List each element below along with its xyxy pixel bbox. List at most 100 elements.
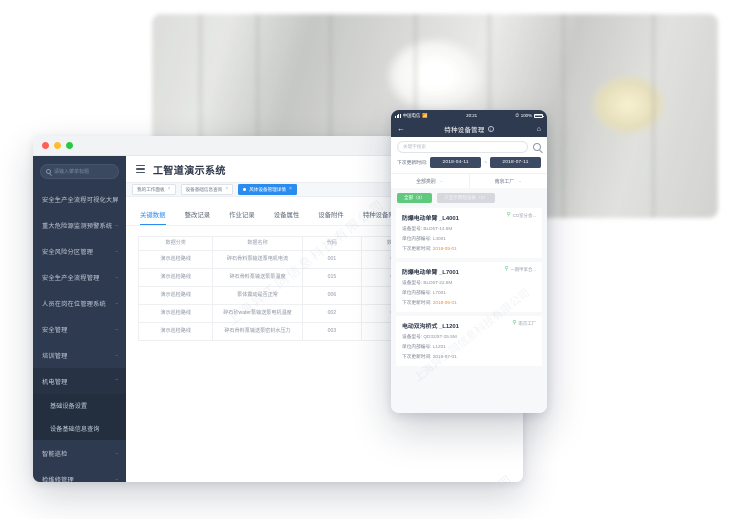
chevron-down-icon: ⌄ xyxy=(439,178,444,183)
date-to-field[interactable]: 2018-07-11 xyxy=(490,157,542,168)
device-list[interactable]: 防爆电动单臂 _L4001 ⚲ CO室分会... 设备型号: BLD5T-14.… xyxy=(391,208,547,413)
tab-my-workbench[interactable]: 我的工作面板 × xyxy=(132,184,176,195)
sidebar-item-production-process[interactable]: 安全生产全流程管理 ⌄ xyxy=(33,264,126,290)
mobile-filter-row: 全部类别 ⌄ 南京工厂 ⌄ xyxy=(391,173,547,188)
chevron-down-icon: ⌄ xyxy=(114,300,119,306)
search-placeholder: 关键字搜索 xyxy=(403,144,426,149)
device-model-row: 设备型号: BLD5T-14.5M xyxy=(402,226,536,232)
sidebar-subitem-device-info-query[interactable]: 设备基础信息查询 xyxy=(33,417,126,440)
category-select[interactable]: 全部类别 ⌄ xyxy=(391,174,469,188)
sidebar-item-electromechanical[interactable]: 机电管理 ⌃ xyxy=(33,368,126,394)
tab-key-data[interactable]: 关键数据 xyxy=(140,210,166,225)
cell-name: 碎石骨料泵输送泵电机电流 xyxy=(212,250,303,270)
sidebar-item-label: 人员在岗在位管理系统 xyxy=(42,300,106,308)
tab-label: 风体设备管理详情 xyxy=(249,186,286,192)
cell-code: 001 xyxy=(301,250,363,270)
search-icon[interactable] xyxy=(533,143,541,151)
close-icon[interactable]: × xyxy=(167,186,171,192)
sidebar-item-maintenance[interactable]: 检维修管理 ⌄ xyxy=(33,466,126,483)
mobile-toggle-row: 全部（3） 只显示需检设备（2） xyxy=(391,188,547,208)
tab-rectification-records[interactable]: 整改记录 xyxy=(184,212,211,219)
minimize-icon[interactable] xyxy=(54,142,61,149)
cell-code: 003 xyxy=(301,322,363,342)
device-innerno-row: 单位内部编号: L7001 xyxy=(402,290,536,296)
sidebar-item-risk-zone[interactable]: 安全风险分区管理 ⌄ xyxy=(33,238,126,264)
sidebar-item-smart-inspection[interactable]: 智能巡检 ⌄ xyxy=(33,440,126,466)
info-icon[interactable]: i xyxy=(487,126,494,132)
hamburger-menu-icon[interactable] xyxy=(136,164,145,174)
device-innerno-row: 单位内部编号: L1201 xyxy=(402,344,536,350)
device-nextupdate-row: 下次更新时间: 2018-07-01 xyxy=(402,354,536,360)
tab-operation-records[interactable]: 作业记录 xyxy=(229,212,255,219)
chevron-down-icon: ⌄ xyxy=(114,274,119,280)
battery-icon xyxy=(533,113,544,118)
list-item[interactable]: 防爆电动单臂 _L4001 ⚲ CO室分会... 设备型号: BLD5T-14.… xyxy=(396,208,542,258)
device-title: 电动双沟桥式 _L1201 xyxy=(402,324,459,330)
sidebar-item-label: 安全管理 xyxy=(42,326,68,334)
sidebar-nav: 安全生产全流程可视化大屏 重大危险源监测预警系统 ⌄ 安全风险分区管理 ⌄ 安全… xyxy=(33,186,126,482)
device-model-value: QD32/5T-25.5M xyxy=(423,334,457,339)
back-arrow-icon[interactable]: ← xyxy=(397,124,405,133)
close-icon[interactable]: × xyxy=(288,186,292,192)
sidebar-item-label: 安全风险分区管理 xyxy=(42,248,94,256)
device-innerno-value: L4001 xyxy=(432,236,446,241)
location-pin-icon: ⚲ xyxy=(504,266,509,273)
mobile-navbar: ← 特种设备管理 i ⌂ xyxy=(391,121,547,137)
sidebar-submenu: 基础设备设置 设备基础信息查询 xyxy=(33,394,126,440)
field-label-next-update: 下次更新时间: xyxy=(402,246,432,251)
close-icon[interactable]: × xyxy=(225,186,229,192)
close-icon[interactable] xyxy=(42,142,49,149)
location-label: 一期甲苯合... xyxy=(510,267,536,272)
cell-name: 泵体震动是否正常 xyxy=(212,286,303,306)
tab-device-attributes[interactable]: 设备属性 xyxy=(273,212,300,219)
field-label-model: 设备型号: xyxy=(402,334,423,339)
list-item[interactable]: 防爆电动单臂 _L7001 ⚲ 一期甲苯合... 设备型号: BLD5T-22.… xyxy=(396,262,542,312)
date-filter-row: 下次更新时间: 2018-04-11 ~ 2018-07-11 xyxy=(391,157,547,173)
sidebar-item-hazard-monitor[interactable]: 重大危险源监测预警系统 ⌄ xyxy=(33,212,126,238)
column-header-name: 数据名称 xyxy=(212,235,303,252)
tab-special-device-attachments[interactable]: 特种设备附件 xyxy=(362,212,402,219)
location-label: CO室分会... xyxy=(512,213,536,218)
device-nextupdate-value: 2018-05-01 xyxy=(432,300,457,305)
tab-device-detail[interactable]: 风体设备管理详情 × xyxy=(238,184,297,195)
cell-category: 演示巡检路线 xyxy=(137,322,214,342)
sidebar-item-label: 智能巡检 xyxy=(42,450,68,458)
sidebar-item-personnel[interactable]: 人员在岗在位管理系统 ⌄ xyxy=(33,290,126,316)
tab-device-info-query[interactable]: 设备基础信息查询 × xyxy=(180,184,234,195)
tab-device-attachments[interactable]: 设备附件 xyxy=(318,212,344,219)
search-input[interactable]: 关键字搜索 xyxy=(397,141,528,153)
field-label-inner-no: 单位内部编号: xyxy=(402,344,432,349)
sidebar-subitem-basic-device-setting[interactable]: 基础设备设置 xyxy=(33,394,126,417)
cell-name: 碎石骨料泵输送泵密封水压力 xyxy=(212,322,303,342)
menu-search-input[interactable]: 请输入菜单标题 xyxy=(40,164,119,179)
list-item[interactable]: 电动双沟桥式 _L1201 ⚲ 南京工厂 设备型号: QD32/5T-25.5M… xyxy=(396,316,542,366)
sidebar-item-label: 安全生产全流程可视化大屏 xyxy=(42,196,119,204)
device-model-row: 设备型号: BLD5T-22.5M xyxy=(402,280,536,286)
filter-need-check-button[interactable]: 只显示需检设备（2） xyxy=(436,193,495,203)
factory-select-value: 南京工厂 xyxy=(494,179,515,185)
date-from-field[interactable]: 2018-04-11 xyxy=(430,157,482,168)
mobile-search-row: 关键字搜索 xyxy=(391,137,547,157)
location-pin-icon: ⚲ xyxy=(506,212,511,219)
chevron-down-icon: ⌄ xyxy=(114,248,119,254)
search-icon xyxy=(46,169,51,174)
column-header-category: 数据分类 xyxy=(137,235,214,252)
sidebar-item-visual-dashboard[interactable]: 安全生产全流程可视化大屏 xyxy=(33,186,126,212)
maximize-icon[interactable] xyxy=(66,142,73,149)
factory-select[interactable]: 南京工厂 ⌄ xyxy=(468,174,548,188)
home-icon[interactable]: ⌂ xyxy=(536,125,541,133)
sidebar-item-training[interactable]: 培训管理 ⌄ xyxy=(33,342,126,368)
field-label-inner-no: 单位内部编号: xyxy=(402,236,432,241)
device-title: 防爆电动单臂 _L7001 xyxy=(402,270,459,276)
chevron-down-icon: ⌄ xyxy=(114,450,119,456)
chevron-down-icon: ⌄ xyxy=(114,352,119,358)
chevron-down-icon: ⌄ xyxy=(114,476,119,482)
sidebar-item-label: 检维修管理 xyxy=(42,476,74,483)
sidebar-item-safety-mgmt[interactable]: 安全管理 ⌄ xyxy=(33,316,126,342)
date-filter-label: 下次更新时间: xyxy=(397,161,428,166)
location-pin-icon: ⚲ xyxy=(512,320,517,327)
sidebar-item-label: 安全生产全流程管理 xyxy=(42,274,100,282)
field-label-next-update: 下次更新时间: xyxy=(402,300,432,305)
filter-all-button[interactable]: 全部（3） xyxy=(397,193,432,203)
